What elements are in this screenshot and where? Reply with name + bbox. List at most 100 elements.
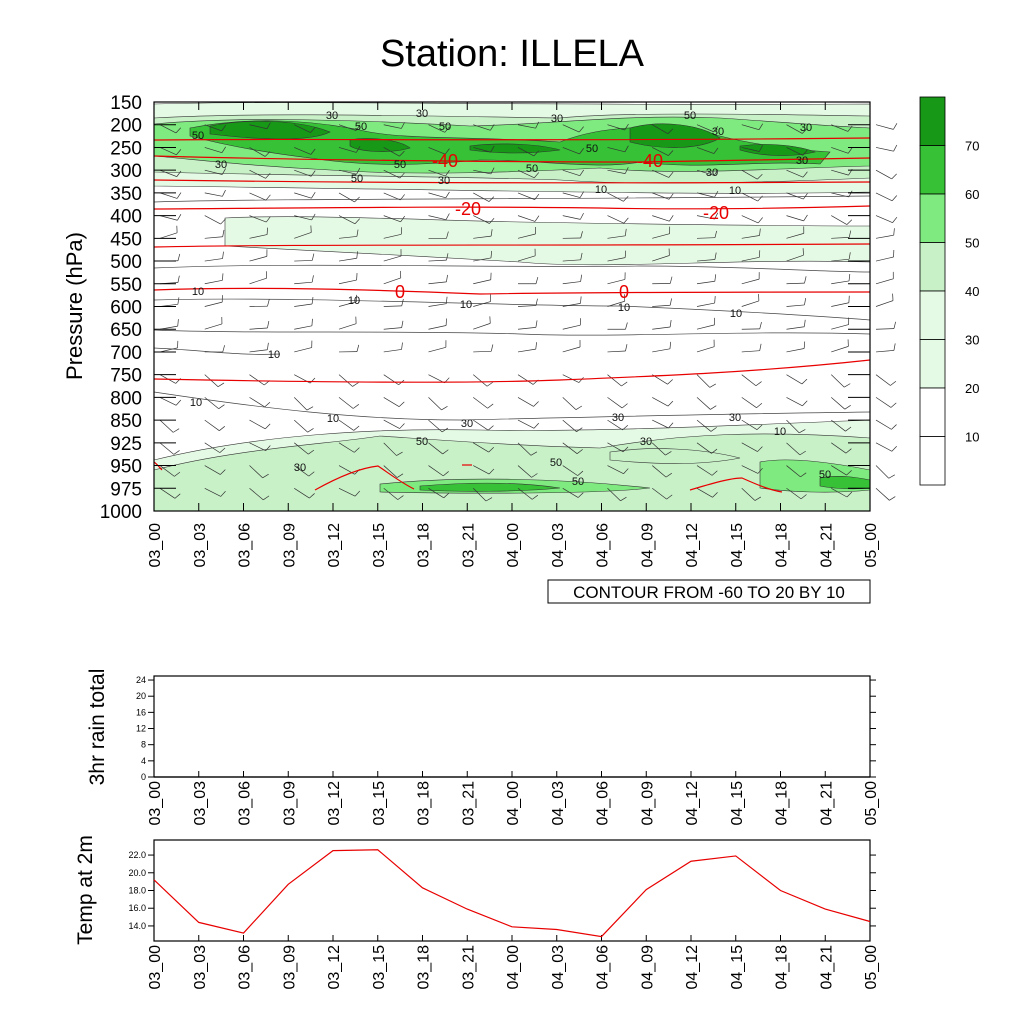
wind-barb-flag [308, 449, 315, 455]
wind-barb-flag [669, 298, 672, 306]
wind-barb-flag [622, 446, 629, 453]
speed-contour-label: 10 [268, 349, 280, 361]
wind-barb-staff [159, 442, 175, 455]
x-tick-label: 03_21 [460, 781, 477, 826]
wind-barb [741, 250, 761, 262]
wind-barb-staff [652, 169, 669, 178]
wind-barb-staff [607, 279, 626, 285]
wind-barb [562, 252, 583, 262]
temperature-contour-line [153, 155, 871, 163]
wind-barb [786, 419, 806, 434]
temperature-contour-label: 0 [619, 282, 629, 302]
wind-barb [652, 169, 674, 178]
time-tick-label: 03_21 [460, 523, 477, 568]
wind-barb-flag [533, 150, 539, 157]
wind-barb-flag [264, 401, 271, 408]
wind-barb [652, 419, 674, 429]
wind-barb [875, 249, 895, 262]
wind-barb [338, 215, 361, 225]
contour-info-box [547, 579, 871, 604]
colorbar-tick-label: 50 [965, 236, 979, 251]
wind-barb [696, 374, 716, 388]
wind-barb-flag [311, 192, 316, 199]
wind-barb [428, 296, 448, 307]
wind-barb-staff [159, 347, 178, 353]
wind-barb-flag [174, 493, 181, 499]
wind-barb [428, 147, 450, 155]
wind-barb-staff [786, 419, 800, 434]
colorbar-tick-label: 60 [965, 187, 979, 202]
wind-barb-flag [309, 377, 316, 384]
time-tick-label: 04_21 [818, 523, 835, 568]
wind-barb-staff [428, 374, 445, 384]
x-tick-label: 03_00 [147, 781, 164, 826]
wind-barb-flag [624, 250, 627, 258]
wind-barb-flag [625, 344, 628, 352]
wind-barb-flag [176, 192, 182, 199]
wind-barb [562, 442, 583, 454]
wind-barb-flag [400, 194, 405, 201]
wind-barb-staff [741, 350, 760, 353]
wind-barb [696, 296, 716, 307]
wind-barb [204, 345, 225, 353]
wind-barb-flag [535, 298, 538, 306]
wind-barb-staff [831, 374, 845, 388]
x-tick-label: 04_18 [774, 781, 791, 826]
wind-barb-flag [398, 401, 405, 407]
wind-barb-staff [741, 256, 760, 262]
wind-barb-flag [487, 403, 494, 409]
wind-barb-staff [159, 465, 175, 477]
wind-barb-staff [159, 215, 178, 221]
wind-barb-staff [473, 301, 491, 307]
wind-barb-staff [786, 192, 804, 200]
wind-barb [831, 190, 853, 198]
wind-barb-staff [294, 303, 313, 307]
wind-barb-staff [831, 465, 847, 476]
wind-barb [204, 419, 226, 431]
wind-barb-staff [607, 192, 624, 202]
pressure-tick-label: 600 [110, 298, 142, 319]
wind-barb-flag [800, 472, 807, 478]
wind-barb [741, 397, 763, 408]
wind-barb [249, 419, 271, 430]
wind-barb-staff [696, 237, 716, 239]
pressure-tick-label: 850 [110, 411, 142, 432]
wind-barb [517, 215, 540, 222]
wind-barb-flag [311, 318, 313, 326]
wind-barb-flag [714, 296, 716, 304]
colorbar-segment [919, 339, 946, 389]
wind-barb-flag [848, 252, 851, 260]
wind-barb-flag [803, 341, 806, 349]
wind-barb-staff [696, 259, 715, 262]
wind-barb [652, 397, 674, 407]
wind-barb-flag [397, 495, 404, 500]
wind-barb-staff [428, 303, 447, 307]
pressure-tick-label: 975 [110, 479, 142, 500]
wind-barb [338, 192, 360, 203]
wind-barb-staff [696, 346, 715, 353]
wind-barb-flag [889, 496, 896, 501]
wind-barb-staff [428, 169, 446, 177]
wind-barb [517, 419, 540, 429]
wind-barb [831, 442, 852, 454]
wind-barb-flag [890, 380, 897, 386]
wind-barb [428, 340, 447, 353]
wind-barb [875, 228, 895, 239]
wind-barb-staff [875, 488, 890, 501]
wind-barb-staff [338, 124, 357, 131]
shade-band [739, 144, 816, 156]
wind-barb-flag [220, 218, 226, 225]
time-tick-label: 03_18 [416, 523, 433, 568]
wind-barb-staff [562, 374, 580, 383]
wind-barb-staff [831, 324, 849, 330]
speed-contour-label: 50 [684, 110, 696, 122]
wind-barb [383, 419, 405, 429]
wind-barb [831, 419, 852, 432]
wind-barb-flag [893, 321, 896, 329]
wind-barb [159, 397, 182, 406]
wind-barb [294, 340, 313, 353]
wind-barb [159, 465, 181, 477]
wind-barb-flag [669, 341, 671, 349]
wind-barb-staff [517, 192, 535, 200]
x-tick-label: 03_06 [237, 781, 254, 826]
